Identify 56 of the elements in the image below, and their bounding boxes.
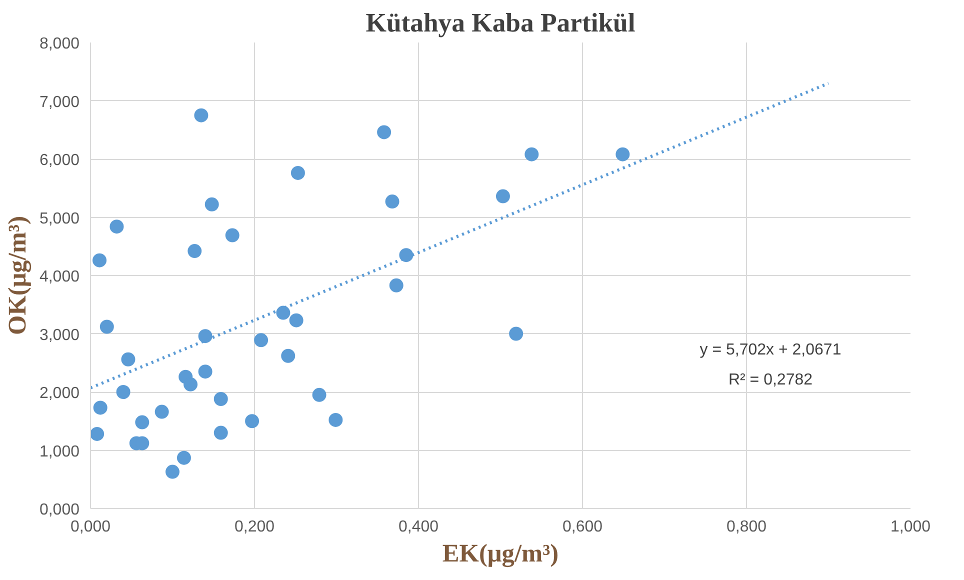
point — [93, 400, 108, 415]
point — [90, 426, 104, 441]
point — [225, 228, 240, 242]
x-tick-label: 0,200 — [234, 518, 275, 536]
point — [176, 450, 191, 465]
point — [214, 392, 228, 406]
y-tick-label: 3,000 — [39, 326, 80, 344]
y-tick-label: 7,000 — [39, 94, 80, 111]
point — [184, 377, 198, 392]
point — [188, 244, 202, 258]
y-axis-title: OK(μg/m³) — [3, 216, 32, 336]
point — [116, 385, 130, 399]
y-tick-label: 6,000 — [39, 152, 80, 169]
point — [204, 197, 219, 212]
point — [245, 414, 260, 428]
x-tick-label: 0,400 — [398, 518, 439, 536]
x-tick-label: 0,000 — [70, 518, 111, 536]
annotation: y = 5,702x + 2,0671 — [700, 342, 842, 358]
point — [377, 125, 392, 140]
x-axis-title: EK(μg/m³) — [442, 540, 559, 568]
point — [616, 147, 630, 162]
point — [110, 220, 124, 234]
point — [496, 189, 510, 204]
point — [289, 313, 304, 328]
y-tick-label: 8,000 — [39, 36, 80, 52]
point — [524, 147, 539, 162]
point — [312, 388, 326, 402]
point — [509, 326, 524, 341]
chart-title: Kütahya Kaba Partikül — [366, 8, 636, 38]
point — [290, 166, 305, 180]
point — [198, 364, 212, 379]
y-tick-label: 4,000 — [39, 268, 80, 286]
y-tick-label: 1,000 — [39, 443, 80, 460]
point — [214, 426, 228, 440]
point — [254, 333, 268, 348]
point — [154, 404, 169, 419]
point — [328, 412, 343, 427]
y-tick-label: 0,000 — [39, 502, 80, 518]
x-tick-label: 0,600 — [562, 518, 603, 536]
point — [166, 464, 180, 479]
y-tick-label: 2,000 — [39, 385, 80, 402]
y-tick-label: 5,000 — [39, 210, 80, 228]
point — [276, 306, 290, 320]
annotation: R² = 0,2782 — [728, 372, 813, 388]
point — [198, 329, 212, 344]
x-tick-label: 1,000 — [890, 518, 931, 536]
x-tick-label: 0,800 — [726, 518, 767, 536]
point — [100, 320, 114, 334]
point — [135, 415, 150, 430]
point — [385, 194, 400, 209]
point — [92, 253, 107, 268]
point — [281, 348, 296, 363]
point — [399, 248, 414, 262]
point — [194, 108, 208, 122]
point — [389, 278, 404, 292]
point — [121, 352, 136, 366]
